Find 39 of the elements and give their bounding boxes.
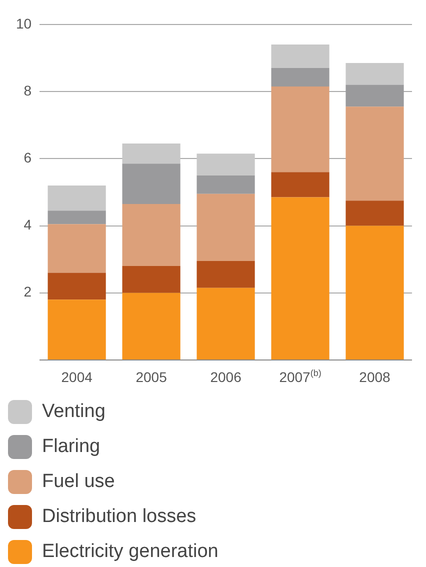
legend-label: Fuel use <box>42 470 115 492</box>
bar <box>122 144 180 164</box>
bar <box>48 185 106 211</box>
y-tick-label: 8 <box>24 82 32 98</box>
bar <box>346 106 404 201</box>
legend-label: Flaring <box>42 436 100 458</box>
legend-label: Venting <box>42 400 106 422</box>
bar <box>48 272 106 300</box>
bar <box>346 84 404 107</box>
bar <box>271 197 330 360</box>
bar <box>48 210 106 224</box>
bar <box>122 266 180 293</box>
y-tick-label: 10 <box>16 15 32 32</box>
x-tick-label: 2006 <box>210 369 242 385</box>
bar <box>271 86 330 172</box>
bar <box>122 164 180 204</box>
legend-label: Distribution losses <box>42 506 196 528</box>
bar <box>196 175 255 194</box>
bar <box>196 194 255 261</box>
y-tick-label: 4 <box>24 216 32 233</box>
y-tick-label: 2 <box>24 284 32 300</box>
x-tick-label: 2008 <box>359 369 391 385</box>
bar <box>196 261 255 288</box>
bar <box>122 204 180 266</box>
bar <box>271 44 330 68</box>
bar <box>346 200 404 226</box>
legend-label: Electricity generation <box>42 540 218 562</box>
bar <box>48 224 106 273</box>
x-tick-label: 2004 <box>61 369 93 385</box>
bar <box>346 62 404 85</box>
bar <box>271 68 330 86</box>
y-tick-label: 6 <box>24 150 32 166</box>
bar <box>196 154 255 176</box>
bar <box>122 292 180 360</box>
bar <box>48 300 106 360</box>
bar <box>271 172 330 198</box>
bar <box>346 226 404 360</box>
bar <box>196 288 255 360</box>
x-tick-label: 2005 <box>136 369 168 385</box>
